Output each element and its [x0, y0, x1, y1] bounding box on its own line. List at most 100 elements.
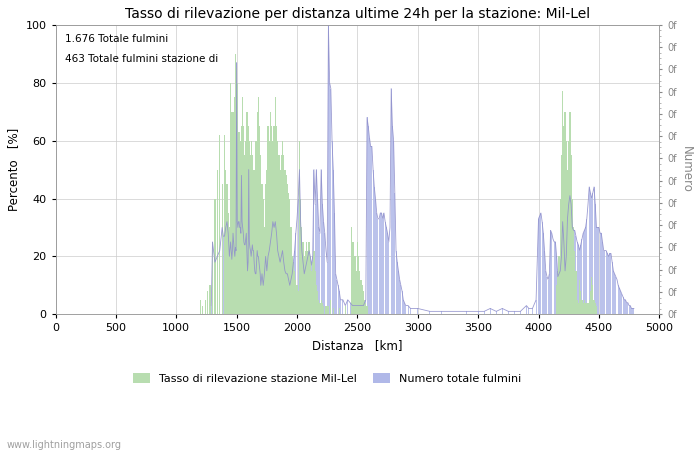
Bar [632, 308, 634, 314]
Bar [354, 306, 356, 314]
Bar [337, 285, 339, 314]
Bar [237, 222, 238, 314]
Bar [282, 141, 283, 314]
Bar [345, 306, 346, 314]
Title: Tasso di rilevazione per distanza ultime 24h per la stazione: Mil-Lel: Tasso di rilevazione per distanza ultime… [125, 7, 590, 21]
Bar [244, 155, 246, 314]
Bar [298, 198, 299, 314]
Bar [254, 271, 256, 314]
Bar [287, 184, 288, 314]
Bar [358, 256, 359, 314]
Bar [570, 155, 572, 314]
Bar [261, 184, 262, 314]
Bar [582, 303, 584, 314]
Bar [250, 155, 251, 314]
Bar [217, 170, 218, 314]
Bar [584, 300, 585, 314]
Bar [293, 262, 294, 314]
Bar [253, 251, 254, 314]
Bar [311, 271, 312, 314]
Bar [304, 256, 305, 314]
Bar [251, 141, 252, 314]
Bar [296, 285, 297, 314]
Bar [363, 291, 364, 314]
Bar [272, 222, 274, 314]
Bar [407, 306, 409, 314]
Bar [540, 213, 541, 314]
Bar [568, 141, 569, 314]
Bar [366, 306, 368, 314]
Bar [603, 251, 604, 314]
Bar [586, 303, 587, 314]
Bar [225, 227, 226, 314]
Bar [596, 227, 597, 314]
Bar [243, 233, 244, 314]
Bar [566, 141, 567, 314]
Bar [532, 308, 533, 314]
Bar [259, 141, 260, 314]
Bar [582, 233, 584, 314]
Bar [209, 285, 211, 314]
Bar [227, 222, 228, 314]
Bar [340, 300, 341, 314]
Bar [328, 25, 329, 314]
Bar [399, 279, 400, 314]
Bar [257, 251, 258, 314]
Bar [264, 227, 265, 314]
Bar [392, 126, 393, 314]
Bar [610, 253, 611, 314]
Bar [615, 277, 616, 314]
Bar [288, 279, 289, 314]
Bar [330, 300, 331, 314]
Bar [236, 251, 237, 314]
Bar [332, 170, 334, 314]
Bar [319, 233, 321, 314]
Bar [241, 176, 242, 314]
Bar [609, 253, 610, 314]
Bar [299, 170, 300, 314]
Bar [566, 256, 567, 314]
Bar [258, 126, 260, 314]
Bar [252, 170, 253, 314]
Bar [561, 155, 562, 314]
Bar [272, 141, 274, 314]
Bar [264, 274, 265, 314]
Bar [224, 135, 225, 314]
Bar [316, 170, 317, 314]
Bar [567, 170, 568, 314]
Bar [579, 279, 580, 314]
Bar [306, 262, 307, 314]
Bar [381, 213, 382, 314]
Bar [565, 271, 566, 314]
Bar [282, 251, 283, 314]
Bar [244, 245, 245, 314]
Bar [288, 193, 289, 314]
Bar [393, 141, 394, 314]
Bar [585, 227, 586, 314]
Bar [544, 251, 545, 314]
Bar [237, 97, 239, 314]
Bar [490, 308, 491, 314]
Bar [545, 271, 546, 314]
Bar [568, 204, 569, 314]
Bar [627, 303, 629, 314]
Bar [260, 155, 261, 314]
Bar [410, 308, 411, 314]
Bar [253, 262, 255, 314]
Bar [207, 291, 209, 314]
Bar [276, 233, 277, 314]
Bar [292, 274, 293, 314]
Bar [246, 233, 247, 314]
Bar [256, 262, 257, 314]
Bar [204, 300, 206, 314]
Bar [585, 303, 586, 314]
Bar [199, 300, 201, 314]
Bar [225, 170, 226, 314]
Bar [212, 242, 213, 314]
Bar [360, 279, 362, 314]
Bar [295, 233, 296, 314]
Bar [298, 291, 299, 314]
Bar [275, 222, 276, 314]
Bar [330, 89, 331, 314]
Bar [562, 91, 564, 314]
